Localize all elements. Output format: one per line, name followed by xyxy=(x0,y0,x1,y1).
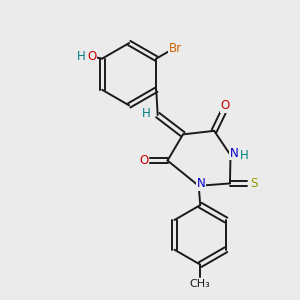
Text: H: H xyxy=(76,50,85,63)
Text: CH₃: CH₃ xyxy=(190,280,211,290)
Text: S: S xyxy=(250,177,257,190)
Text: H: H xyxy=(239,149,248,162)
Text: N: N xyxy=(197,177,206,190)
Text: O: O xyxy=(220,99,230,112)
Text: H: H xyxy=(142,107,151,120)
Text: O: O xyxy=(139,154,148,167)
Text: O: O xyxy=(87,50,96,63)
Text: Br: Br xyxy=(169,42,182,55)
Text: N: N xyxy=(230,147,239,160)
